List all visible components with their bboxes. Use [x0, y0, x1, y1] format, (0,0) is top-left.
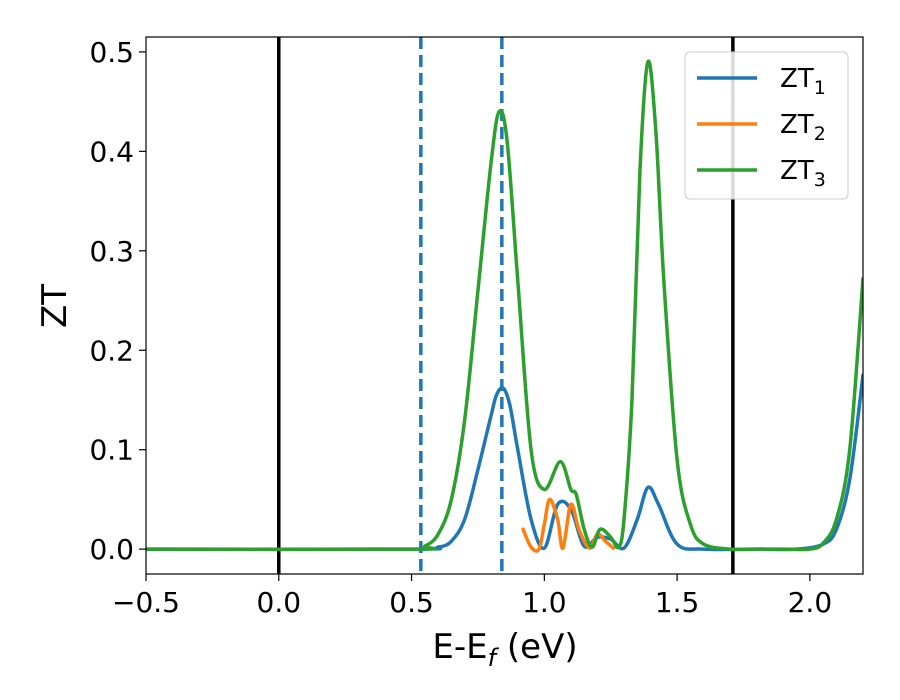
y-tick-label: 0.4: [89, 135, 134, 168]
x-axis-label-unit: (eV): [496, 627, 578, 667]
legend-label-main: ZT: [780, 110, 814, 140]
legend-label-main: ZT: [780, 156, 814, 186]
y-tick-label: 0.3: [89, 235, 134, 268]
legend-label-subscript: 3: [814, 169, 826, 191]
y-tick-label: 0.0: [89, 533, 134, 566]
legend-label-zt3: ZT3: [780, 156, 826, 191]
y-tick-label: 0.2: [89, 334, 134, 367]
legend-frame: [684, 51, 849, 200]
y-tick-label: 0.5: [89, 36, 134, 69]
plot-frame: [145, 36, 864, 575]
y-tick-label: 0.1: [89, 434, 134, 467]
x-axis-label-main: E-E: [432, 627, 487, 667]
y-axis-label: ZT: [35, 284, 75, 328]
x-axis-ticks: −0.5 0.0 0.5 1.0 1.5 2.0: [112, 574, 832, 619]
series-line-zt3: [146, 59, 863, 552]
legend-label-main: ZT: [780, 64, 814, 94]
x-tick-label: 0.5: [389, 586, 434, 619]
y-axis-ticks: 0.0 0.1 0.2 0.3 0.4 0.5: [89, 36, 146, 566]
legend-label-subscript: 1: [814, 77, 826, 99]
legend-label-zt1: ZT1: [780, 64, 826, 99]
x-tick-label: 1.0: [522, 586, 567, 619]
x-tick-label: −0.5: [112, 586, 180, 619]
x-tick-label: 2.0: [788, 586, 833, 619]
x-tick-label: 1.5: [655, 586, 700, 619]
legend-label-zt2: ZT2: [780, 110, 826, 145]
legend-label-subscript: 2: [814, 123, 826, 145]
series-group: [146, 59, 863, 553]
x-axis-label: E-Ef (eV): [432, 627, 577, 672]
x-tick-label: 0.0: [257, 586, 302, 619]
